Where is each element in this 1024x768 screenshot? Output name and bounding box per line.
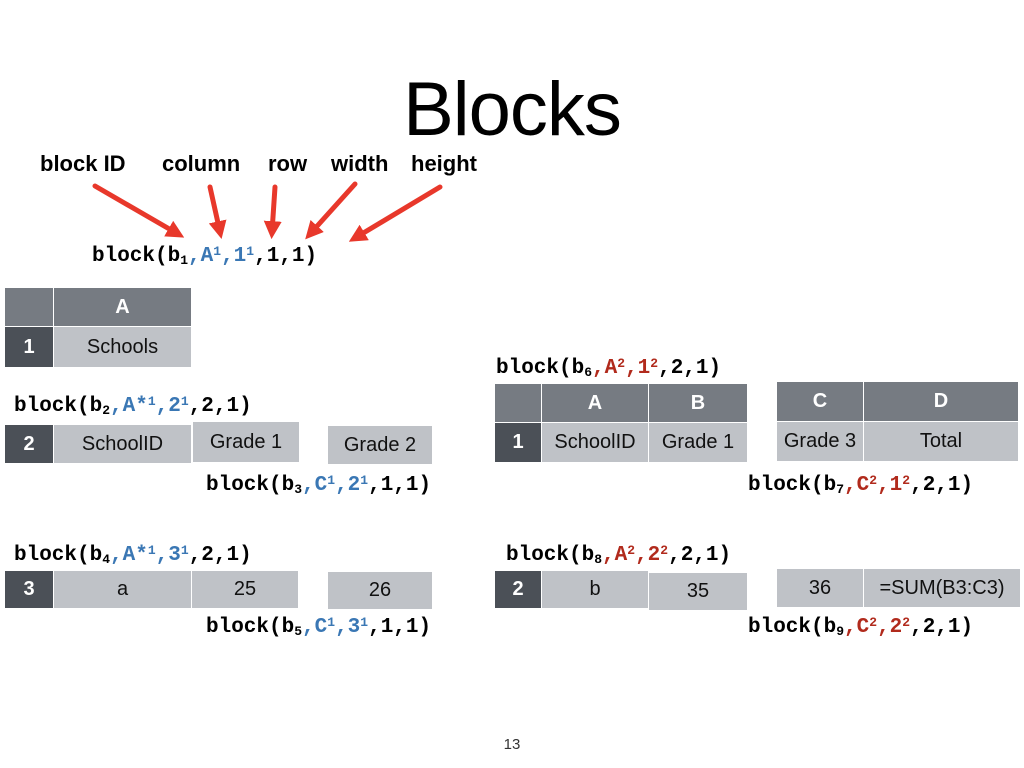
sheet2-header-d: D	[864, 382, 1018, 421]
sheet1-row-1-number: 1	[5, 327, 53, 367]
sheet2-cell-c1: Grade 3	[777, 422, 863, 461]
sheet1-row-2-number: 2	[5, 425, 53, 463]
label-block-id: block ID	[40, 151, 126, 176]
sheet2-row-1-number: 1	[495, 423, 541, 462]
sheet1-corner-cell	[5, 288, 53, 326]
sheet1-cell-c3: 26	[328, 572, 432, 609]
sheet1-cell-b2: Grade 1	[193, 422, 299, 462]
block-b1-label: block(b1,A1,11,1,1)	[92, 244, 318, 268]
label-row: row	[268, 151, 308, 176]
sheet1-row-3-number: 3	[5, 571, 53, 608]
block-b2-label: block(b2,A*1,21,2,1)	[14, 394, 252, 418]
sheet2-cell-a2: b	[542, 571, 648, 608]
sheet2-cell-b2: 35	[649, 573, 747, 610]
block-b8-label: block(b8,A2,22,2,1)	[506, 543, 732, 567]
arrow-row	[263, 184, 282, 240]
block-b9-label: block(b9,C2,22,2,1)	[748, 615, 974, 639]
sheet2-header-b: B	[649, 384, 747, 422]
sheet1-cell-b3: 25	[192, 571, 298, 608]
sheet2-corner-cell	[495, 384, 541, 422]
label-column: column	[162, 151, 241, 176]
sheet2-row-2-number: 2	[495, 571, 541, 608]
sheet1-header-a: A	[54, 288, 191, 326]
arrow-block-id	[92, 183, 185, 238]
block-b4-label: block(b4,A*1,31,2,1)	[14, 543, 252, 567]
sheet2-cell-d2: =SUM(B3:C3)	[864, 569, 1020, 607]
slide-title: Blocks	[403, 67, 622, 152]
label-height: height	[411, 151, 477, 176]
block-b6-label: block(b6,A2,12,2,1)	[496, 356, 722, 380]
sheet1-cell-a3: a	[54, 571, 191, 608]
block-b5-label: block(b5,C1,31,1,1)	[206, 615, 432, 639]
sheet1-cell-c2: Grade 2	[328, 426, 432, 464]
label-width: width	[331, 151, 389, 176]
sheet2-header-a: A	[542, 384, 648, 422]
arrow-width	[305, 181, 358, 240]
block-b3-label: block(b3,C1,21,1,1)	[206, 473, 432, 497]
page-number: 13	[503, 736, 521, 753]
sheet2-cell-c2: 36	[777, 569, 863, 607]
sheet2-cell-b1: Grade 1	[649, 423, 747, 462]
sheet2-cell-a1: SchoolID	[542, 423, 648, 462]
arrow-column	[207, 184, 227, 240]
block-b7-label: block(b7,C2,12,2,1)	[748, 473, 974, 497]
sheet1-cell-a2: SchoolID	[54, 425, 191, 463]
sheet2-cell-d1: Total	[864, 422, 1018, 461]
sheet2-header-c: C	[777, 382, 863, 421]
arrow-height	[348, 184, 443, 242]
sheet1-cell-a1: Schools	[54, 327, 191, 367]
